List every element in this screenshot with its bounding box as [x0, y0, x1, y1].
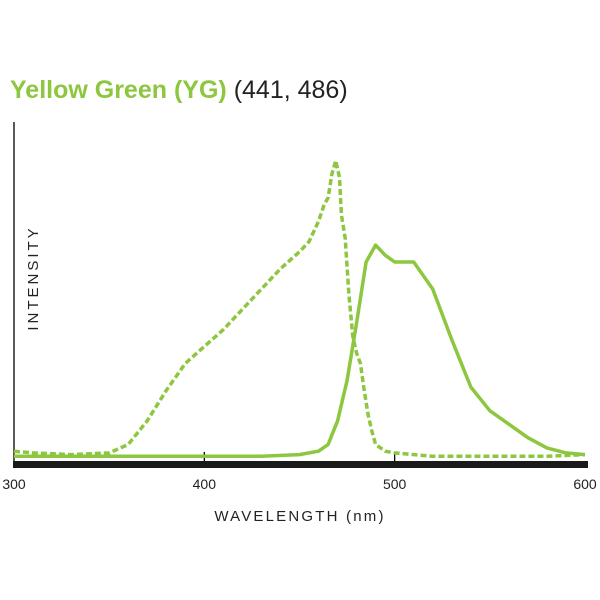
- x-tick-label-600: 600: [573, 476, 597, 492]
- x-tick-label-500: 500: [383, 476, 407, 492]
- x-axis-label: WAVELENGTH (nm): [214, 508, 385, 525]
- x-axis-baseline: [13, 461, 588, 468]
- y-axis-label: INTENSITY: [25, 225, 42, 330]
- series-layer: [13, 158, 586, 459]
- chart-title-main: Yellow Green (YG): [10, 76, 227, 104]
- series-1-solid-line: [14, 243, 586, 459]
- chart-title: Yellow Green (YG) (441, 486): [10, 76, 348, 105]
- chart-title-subtitle: (441, 486): [233, 76, 348, 104]
- x-tick-label-300: 300: [2, 476, 26, 492]
- series-0-dashed-line: [13, 158, 586, 459]
- x-axis-tick-labels: 300 400 500 600: [2, 476, 597, 492]
- x-tick-label-400: 400: [193, 476, 217, 492]
